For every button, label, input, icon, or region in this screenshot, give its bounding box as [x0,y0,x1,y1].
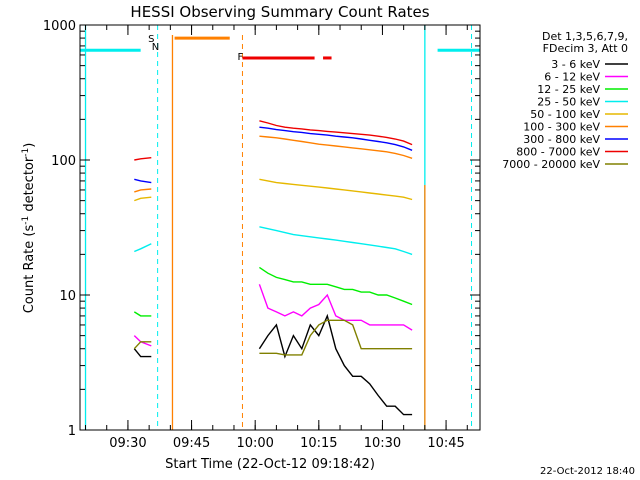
series-line-8 [133,319,413,356]
y-tick-label-0: 1 [68,424,76,439]
night-flag-label: N [152,42,159,53]
y-label-part-2: detector [22,156,37,216]
x-tick-label-2: 10:00 [236,436,273,451]
x-tick-label-5: 10:45 [427,436,464,451]
legend: Det 1,3,5,6,7,9, FDecim 3, Att 0 3 - 6 k… [502,30,628,171]
legend-label-4: 50 - 100 keV [530,108,600,121]
legend-label-5: 100 - 300 keV [523,121,600,134]
plot-area: SN F [80,25,480,430]
x-tick-label-1: 09:45 [173,436,210,451]
y-tick-label-3: 1000 [43,19,76,34]
plot-frame [79,24,481,431]
y-label-sup-2: -1 [21,148,31,157]
series-line-5 [134,135,413,193]
legend-label-1: 6 - 12 keV [544,71,600,84]
y-label-part-1: Count Rate (s [22,225,37,314]
x-axis-label: Start Time (22-Oct-12 09:18:42) [165,457,375,472]
legend-label-2: 12 - 25 keV [537,83,600,96]
x-axis: 09:30 09:45 10:00 10:15 10:30 10:45 [85,25,468,451]
series-line-4 [134,178,413,202]
series-line-0 [133,313,413,416]
legend-header-line-1: Det 1,3,5,6,7,9, [542,30,628,43]
series-line-7 [134,120,413,161]
series-line-6 [134,126,413,184]
y-label-part-3: ) [22,143,37,148]
flare-flag-label: F [237,52,243,63]
legend-label-3: 25 - 50 keV [537,96,600,109]
x-tick-label-3: 10:15 [300,436,337,451]
series-line-3 [134,226,413,256]
y-axis-label: Count Rate (s-1 detector-1) [21,143,37,314]
y-tick-label-1: 10 [59,289,76,304]
x-tick-label-0: 09:30 [109,436,146,451]
legend-label-0: 3 - 6 keV [551,58,600,71]
series-line-2 [133,266,413,317]
y-label-sup-1: -1 [21,216,31,225]
legend-label-8: 7000 - 20000 keV [502,158,600,171]
saa-flag-label: S [148,34,154,45]
y-tick-label-2: 100 [51,154,76,169]
footer-timestamp: 22-Oct-2012 18:40 [540,466,635,477]
legend-label-6: 300 - 800 keV [523,133,600,146]
legend-header-line-2: FDecim 3, Att 0 [543,42,628,55]
y-axis: 1 10 100 1000 [43,19,480,439]
legend-label-7: 800 - 7000 keV [516,146,600,159]
x-tick-label-4: 10:30 [364,436,401,451]
chart-title: HESSI Observing Summary Count Rates [130,3,429,21]
